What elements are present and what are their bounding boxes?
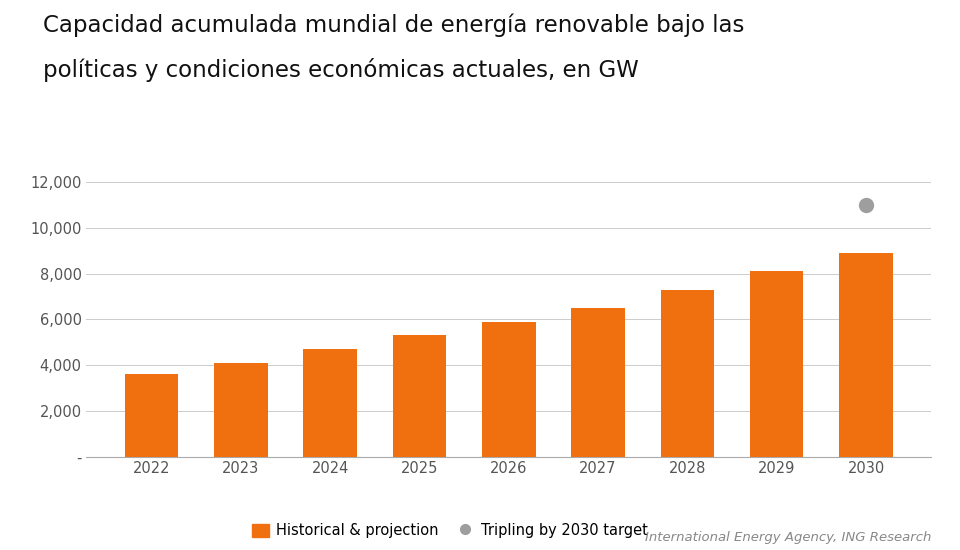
Bar: [214, 363, 268, 456]
Legend: Historical & projection, Tripling by 2030 target: Historical & projection, Tripling by 203…: [246, 517, 654, 544]
Bar: [125, 374, 179, 456]
Text: políticas y condiciones económicas actuales, en GW: políticas y condiciones económicas actua…: [43, 58, 639, 82]
Bar: [660, 290, 714, 456]
Bar: [482, 322, 536, 456]
Bar: [750, 272, 804, 456]
Bar: [839, 253, 893, 456]
Bar: [571, 308, 625, 456]
Bar: [393, 336, 446, 456]
Text: Capacidad acumulada mundial de energía renovable bajo las: Capacidad acumulada mundial de energía r…: [43, 14, 745, 37]
Point: [858, 201, 874, 210]
Bar: [303, 349, 357, 456]
Text: International Energy Agency, ING Research: International Energy Agency, ING Researc…: [645, 531, 931, 544]
